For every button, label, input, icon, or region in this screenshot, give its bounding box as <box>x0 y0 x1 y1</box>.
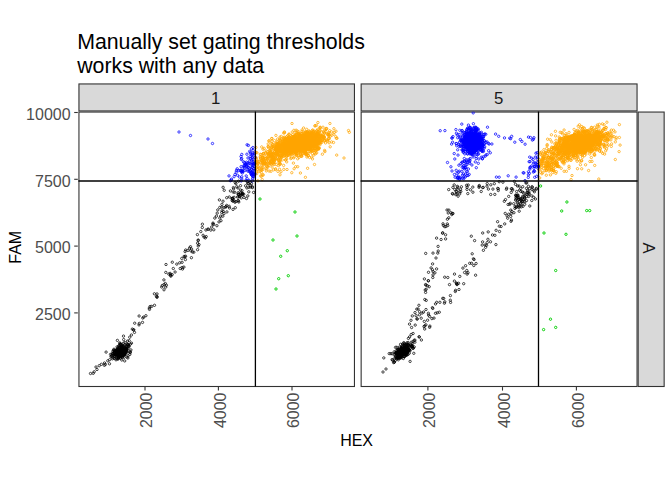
svg-text:4000: 4000 <box>496 392 513 428</box>
svg-text:5: 5 <box>494 89 503 108</box>
svg-text:works with any data: works with any data <box>76 54 264 78</box>
svg-text:2000: 2000 <box>138 392 155 428</box>
svg-text:FAM: FAM <box>7 231 24 264</box>
svg-text:4000: 4000 <box>212 392 229 428</box>
svg-text:2500: 2500 <box>35 306 71 323</box>
svg-text:1: 1 <box>211 89 220 108</box>
svg-text:7500: 7500 <box>35 173 71 190</box>
svg-text:A: A <box>639 242 658 254</box>
svg-text:6000: 6000 <box>285 392 302 428</box>
svg-text:10000: 10000 <box>26 106 71 123</box>
svg-text:2000: 2000 <box>421 392 438 428</box>
svg-text:Manually set gating thresholds: Manually set gating thresholds <box>77 30 365 54</box>
svg-text:5000: 5000 <box>35 239 71 256</box>
svg-text:HEX: HEX <box>340 432 373 449</box>
svg-text:6000: 6000 <box>570 392 587 428</box>
